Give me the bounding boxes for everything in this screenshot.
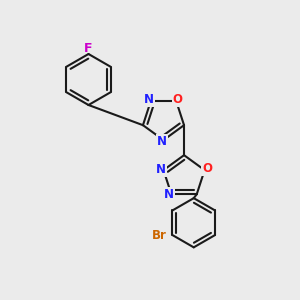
Text: N: N bbox=[157, 135, 167, 148]
Text: F: F bbox=[84, 42, 93, 55]
Text: N: N bbox=[155, 163, 166, 176]
Text: N: N bbox=[164, 188, 174, 201]
Text: N: N bbox=[144, 93, 154, 106]
Text: Br: Br bbox=[152, 229, 166, 242]
Text: O: O bbox=[202, 162, 213, 175]
Text: O: O bbox=[173, 93, 183, 106]
